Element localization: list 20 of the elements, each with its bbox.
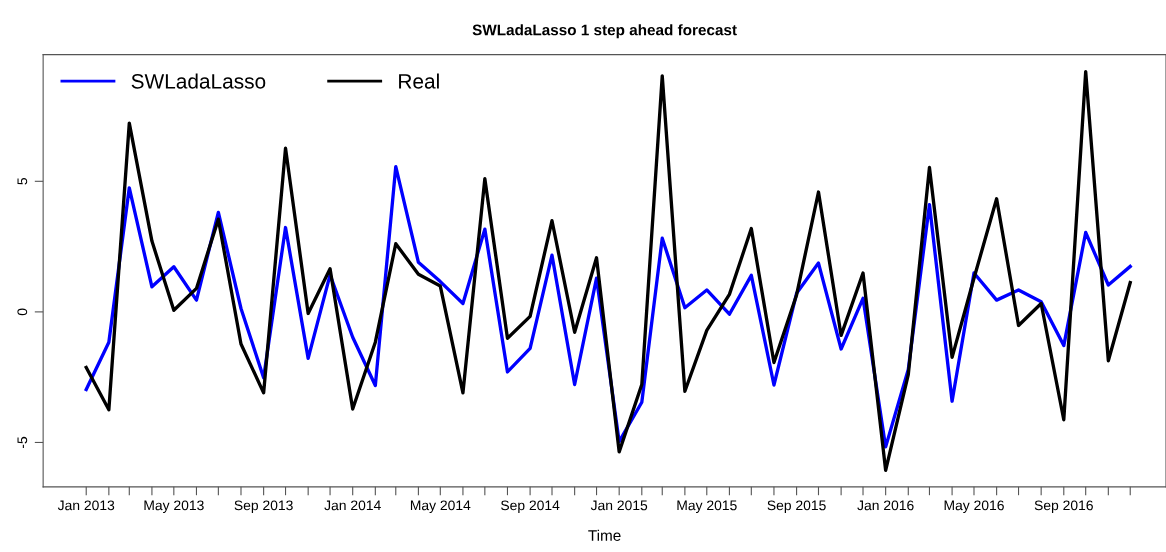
legend-label: Real	[399, 73, 439, 89]
x-tick-label: Sep 2014	[501, 500, 560, 514]
x-tick-label: May 2013	[144, 500, 204, 514]
line-series	[84, 69, 1132, 473]
x-tick-label: Jan 2014	[324, 500, 381, 511]
x-tick-label: Jan 2016	[857, 500, 914, 511]
y-tick-label: 0	[17, 308, 28, 316]
x-tick-label: Sep 2013	[234, 500, 293, 514]
legend-label: SWLadaLasso	[131, 73, 266, 89]
y-tick-label: -5	[17, 436, 28, 449]
y-tick-label: 5	[17, 178, 28, 185]
chart-title: SWLadaLasso 1 step ahead forecast	[472, 24, 737, 39]
x-tick-label: May 2014	[410, 500, 471, 514]
x-tick-label: Jan 2015	[590, 500, 648, 511]
x-tick-label: May 2016	[944, 500, 1004, 514]
x-tick-label: May 2015	[677, 500, 737, 514]
x-tick-label: Jan 2013	[57, 500, 115, 511]
x-axis-title: Time	[588, 529, 621, 541]
x-tick-label: Sep 2015	[767, 500, 826, 514]
x-tick-label: Sep 2016	[1034, 500, 1093, 514]
